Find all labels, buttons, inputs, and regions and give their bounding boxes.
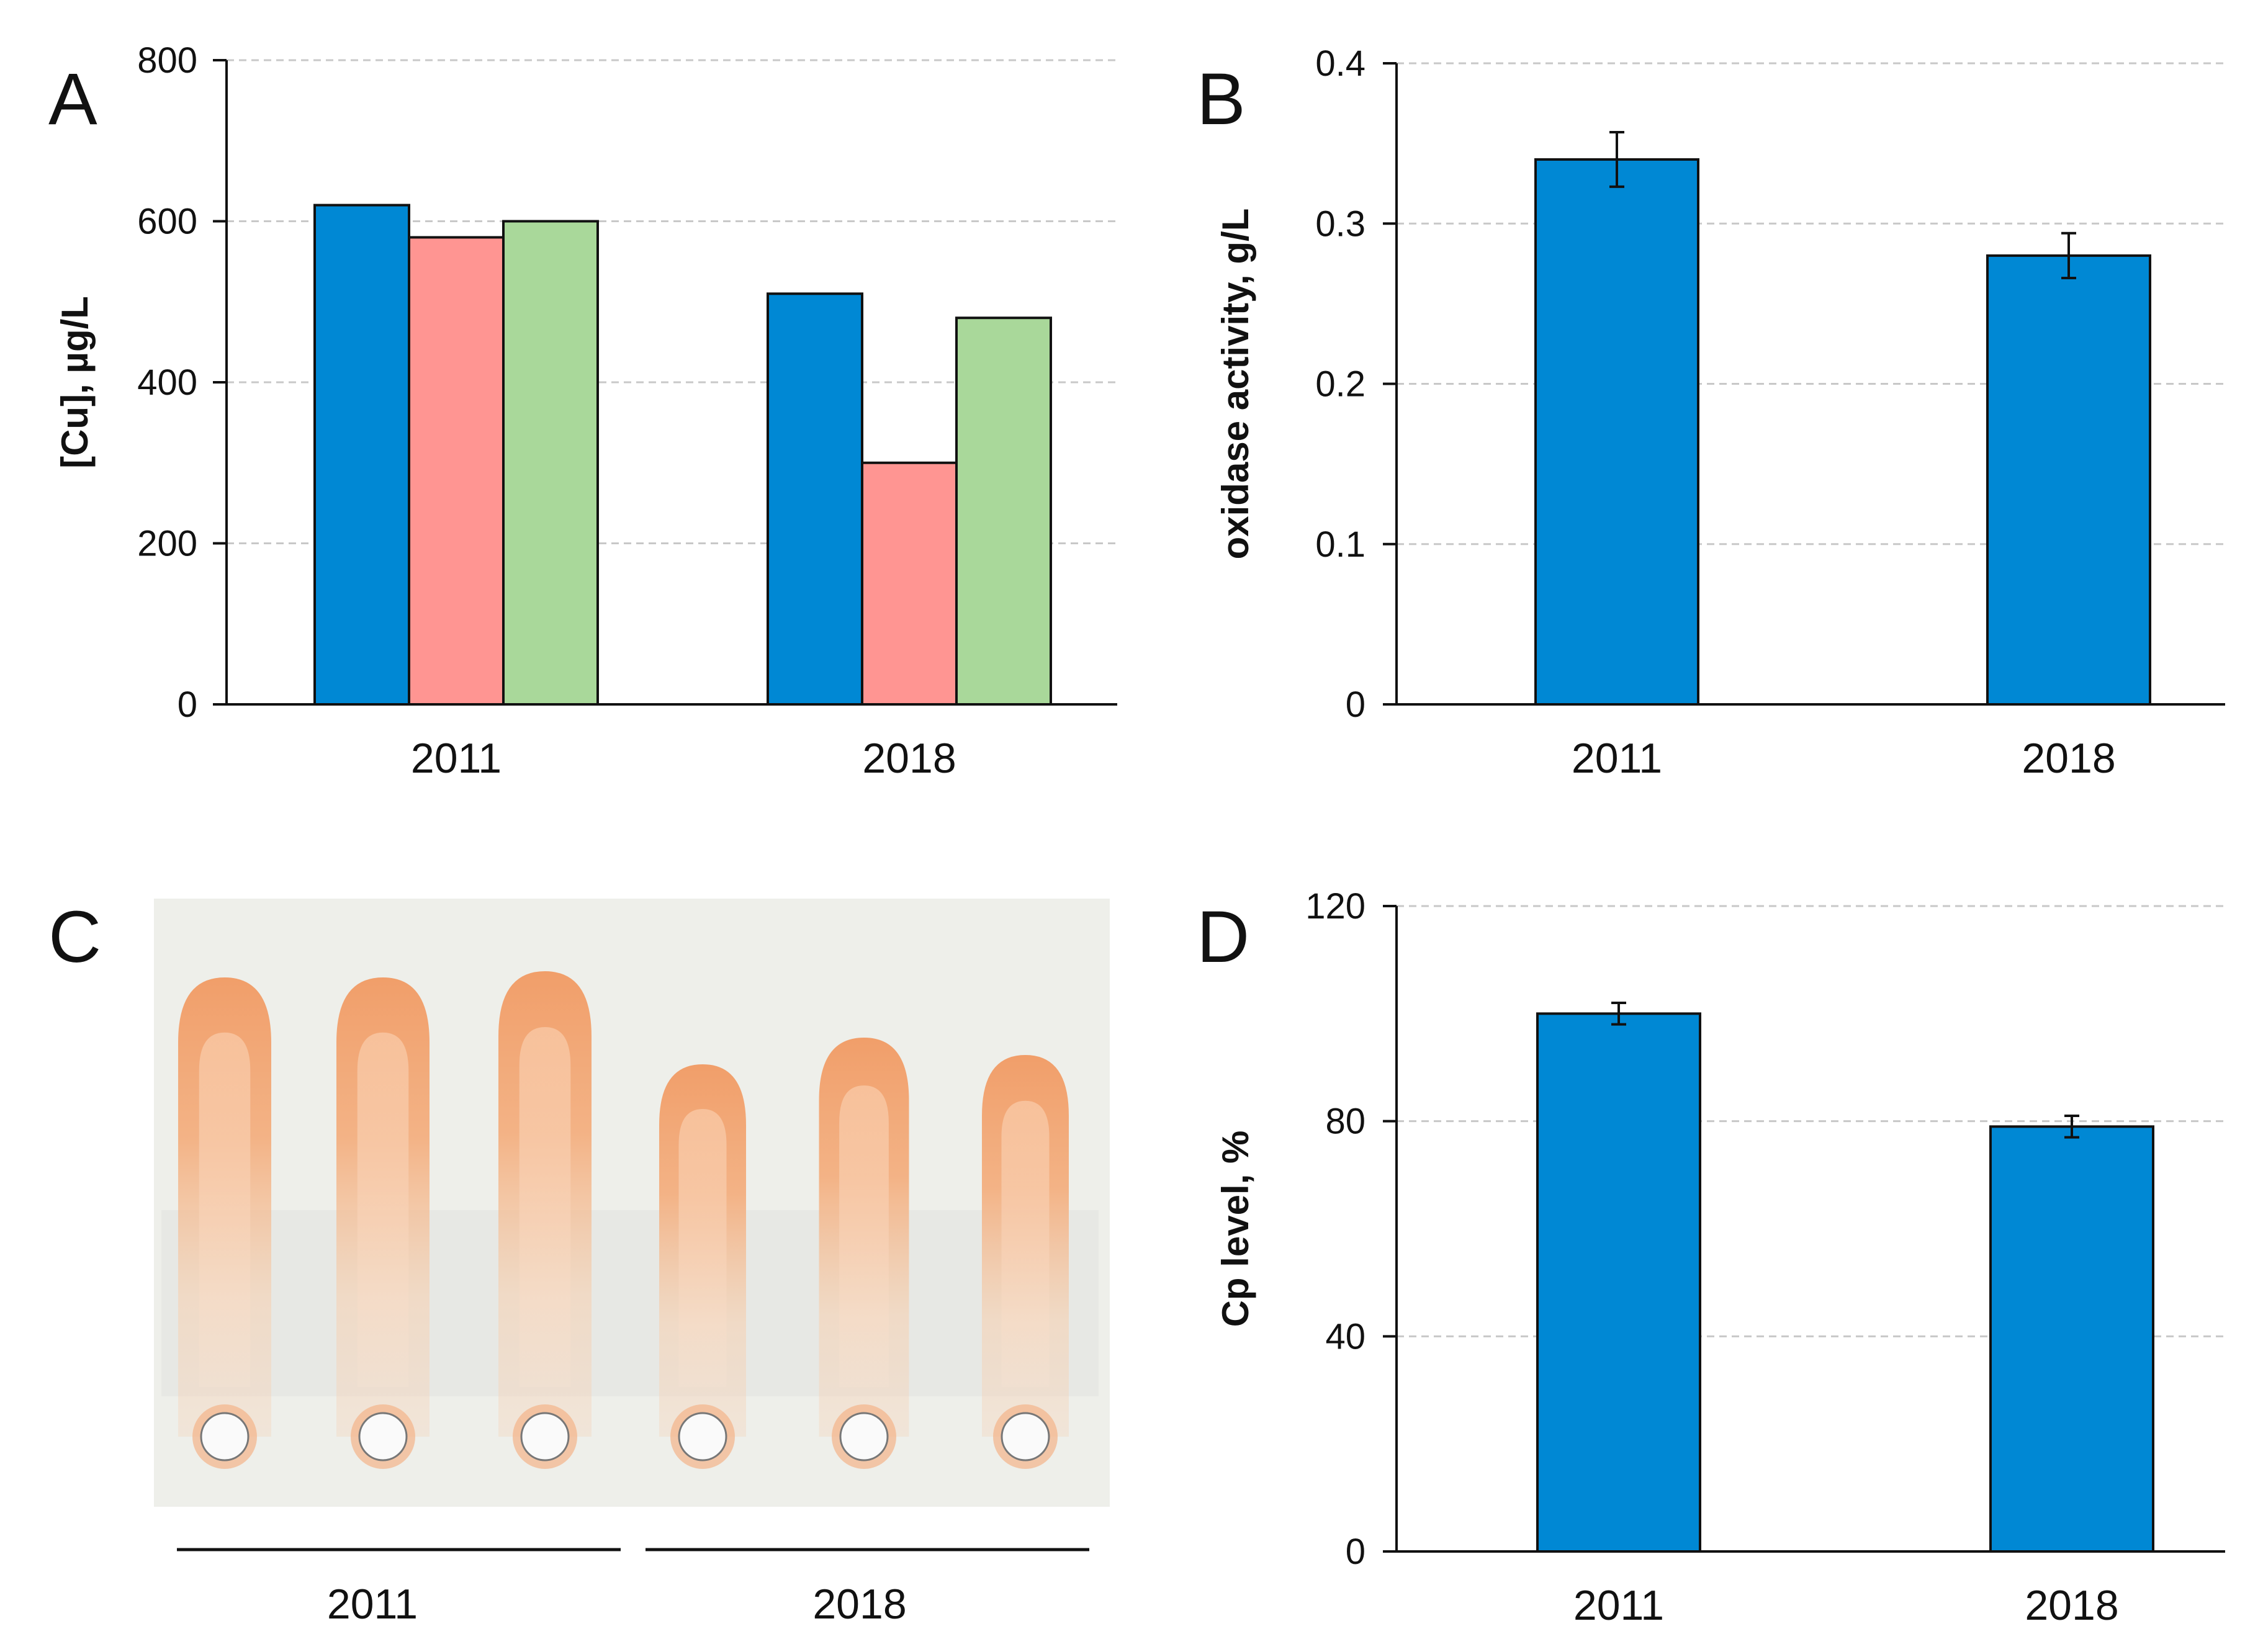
d-ytick-label: 0 [1346,1532,1365,1572]
gel-background [154,899,1110,1507]
a-y-axis-label: [Cu], µg/L [54,296,96,469]
gel-well-5 [839,1412,889,1461]
d-ytick-label: 120 [1305,886,1365,927]
panel-label-b: B [1197,58,1246,140]
a-bar-2011-3 [502,220,599,706]
chart-d: 0 40 80 120 2011 2018 Cp level, % [1215,886,2225,1629]
a-ytick-label: 0 [178,685,197,725]
d-ytick-label: 40 [1325,1316,1365,1357]
a-ytick-label: 200 [137,524,197,564]
b-ytick-label: 0.3 [1315,204,1365,244]
gel-band-core-5 [839,1085,889,1387]
gel-well-2 [358,1412,408,1461]
gel-well-3 [520,1412,570,1461]
d-bar-2011-1 [1536,1012,1701,1553]
a-category-label: 2018 [862,735,956,782]
gel-band-core-4 [678,1109,727,1387]
b-y-axis-label: oxidase activity, g/L [1215,209,1256,560]
a-bar-2018-1 [767,292,863,706]
chart-a: 0 200 400 600 800 2011 2018 [Cu], µg/L [54,40,1117,782]
a-bar-2011-2 [408,236,505,706]
group-label-2018: 2018 [812,1581,906,1628]
gel-bands [178,971,1069,1469]
a-ytick-label: 600 [137,202,197,242]
d-category-label: 2011 [1573,1582,1664,1629]
a-ytick-label: 800 [137,40,197,81]
gel-well-4 [678,1412,727,1461]
b-bar-2018-1 [1986,254,2151,706]
gel-smear [161,1210,1099,1396]
b-ytick-label: 0 [1346,685,1365,725]
a-ytick-label: 400 [137,362,197,403]
b-bar-2011-1 [1534,158,1699,706]
b-ytick-label: 0.2 [1315,364,1365,405]
gel-well-1 [200,1412,250,1461]
d-ytick-label: 80 [1325,1102,1365,1142]
panel-label-d: D [1197,896,1249,978]
gel-band-core-6 [1001,1100,1050,1387]
gel-band-core-1 [199,1032,251,1387]
a-category-label: 2011 [411,735,502,782]
group-label-2011: 2011 [327,1581,418,1628]
d-bar-2018-1 [1989,1125,2154,1553]
gel-band-core-3 [519,1027,571,1387]
chart-b: 0 0.1 0.2 0.3 0.4 2011 2018 oxidase activity, g… [1215,43,2225,782]
panel-label-a: A [48,58,97,140]
b-category-label: 2018 [2022,735,2115,782]
b-ytick-label: 0.1 [1315,524,1365,565]
panel-label-c: C [48,896,101,978]
a-bar-2018-3 [955,316,1052,706]
gel-well-6 [1001,1412,1050,1461]
b-ytick-label: 0.4 [1315,43,1365,84]
d-category-label: 2018 [2025,1582,2118,1629]
d-y-axis-label: Cp level, % [1215,1131,1256,1327]
b-category-label: 2011 [1572,735,1662,782]
gel-band-core-2 [357,1032,409,1387]
a-bar-2011-1 [313,204,410,706]
gel-image-panel: 2011 2018 [154,899,1110,1628]
a-bar-2018-2 [861,461,958,706]
